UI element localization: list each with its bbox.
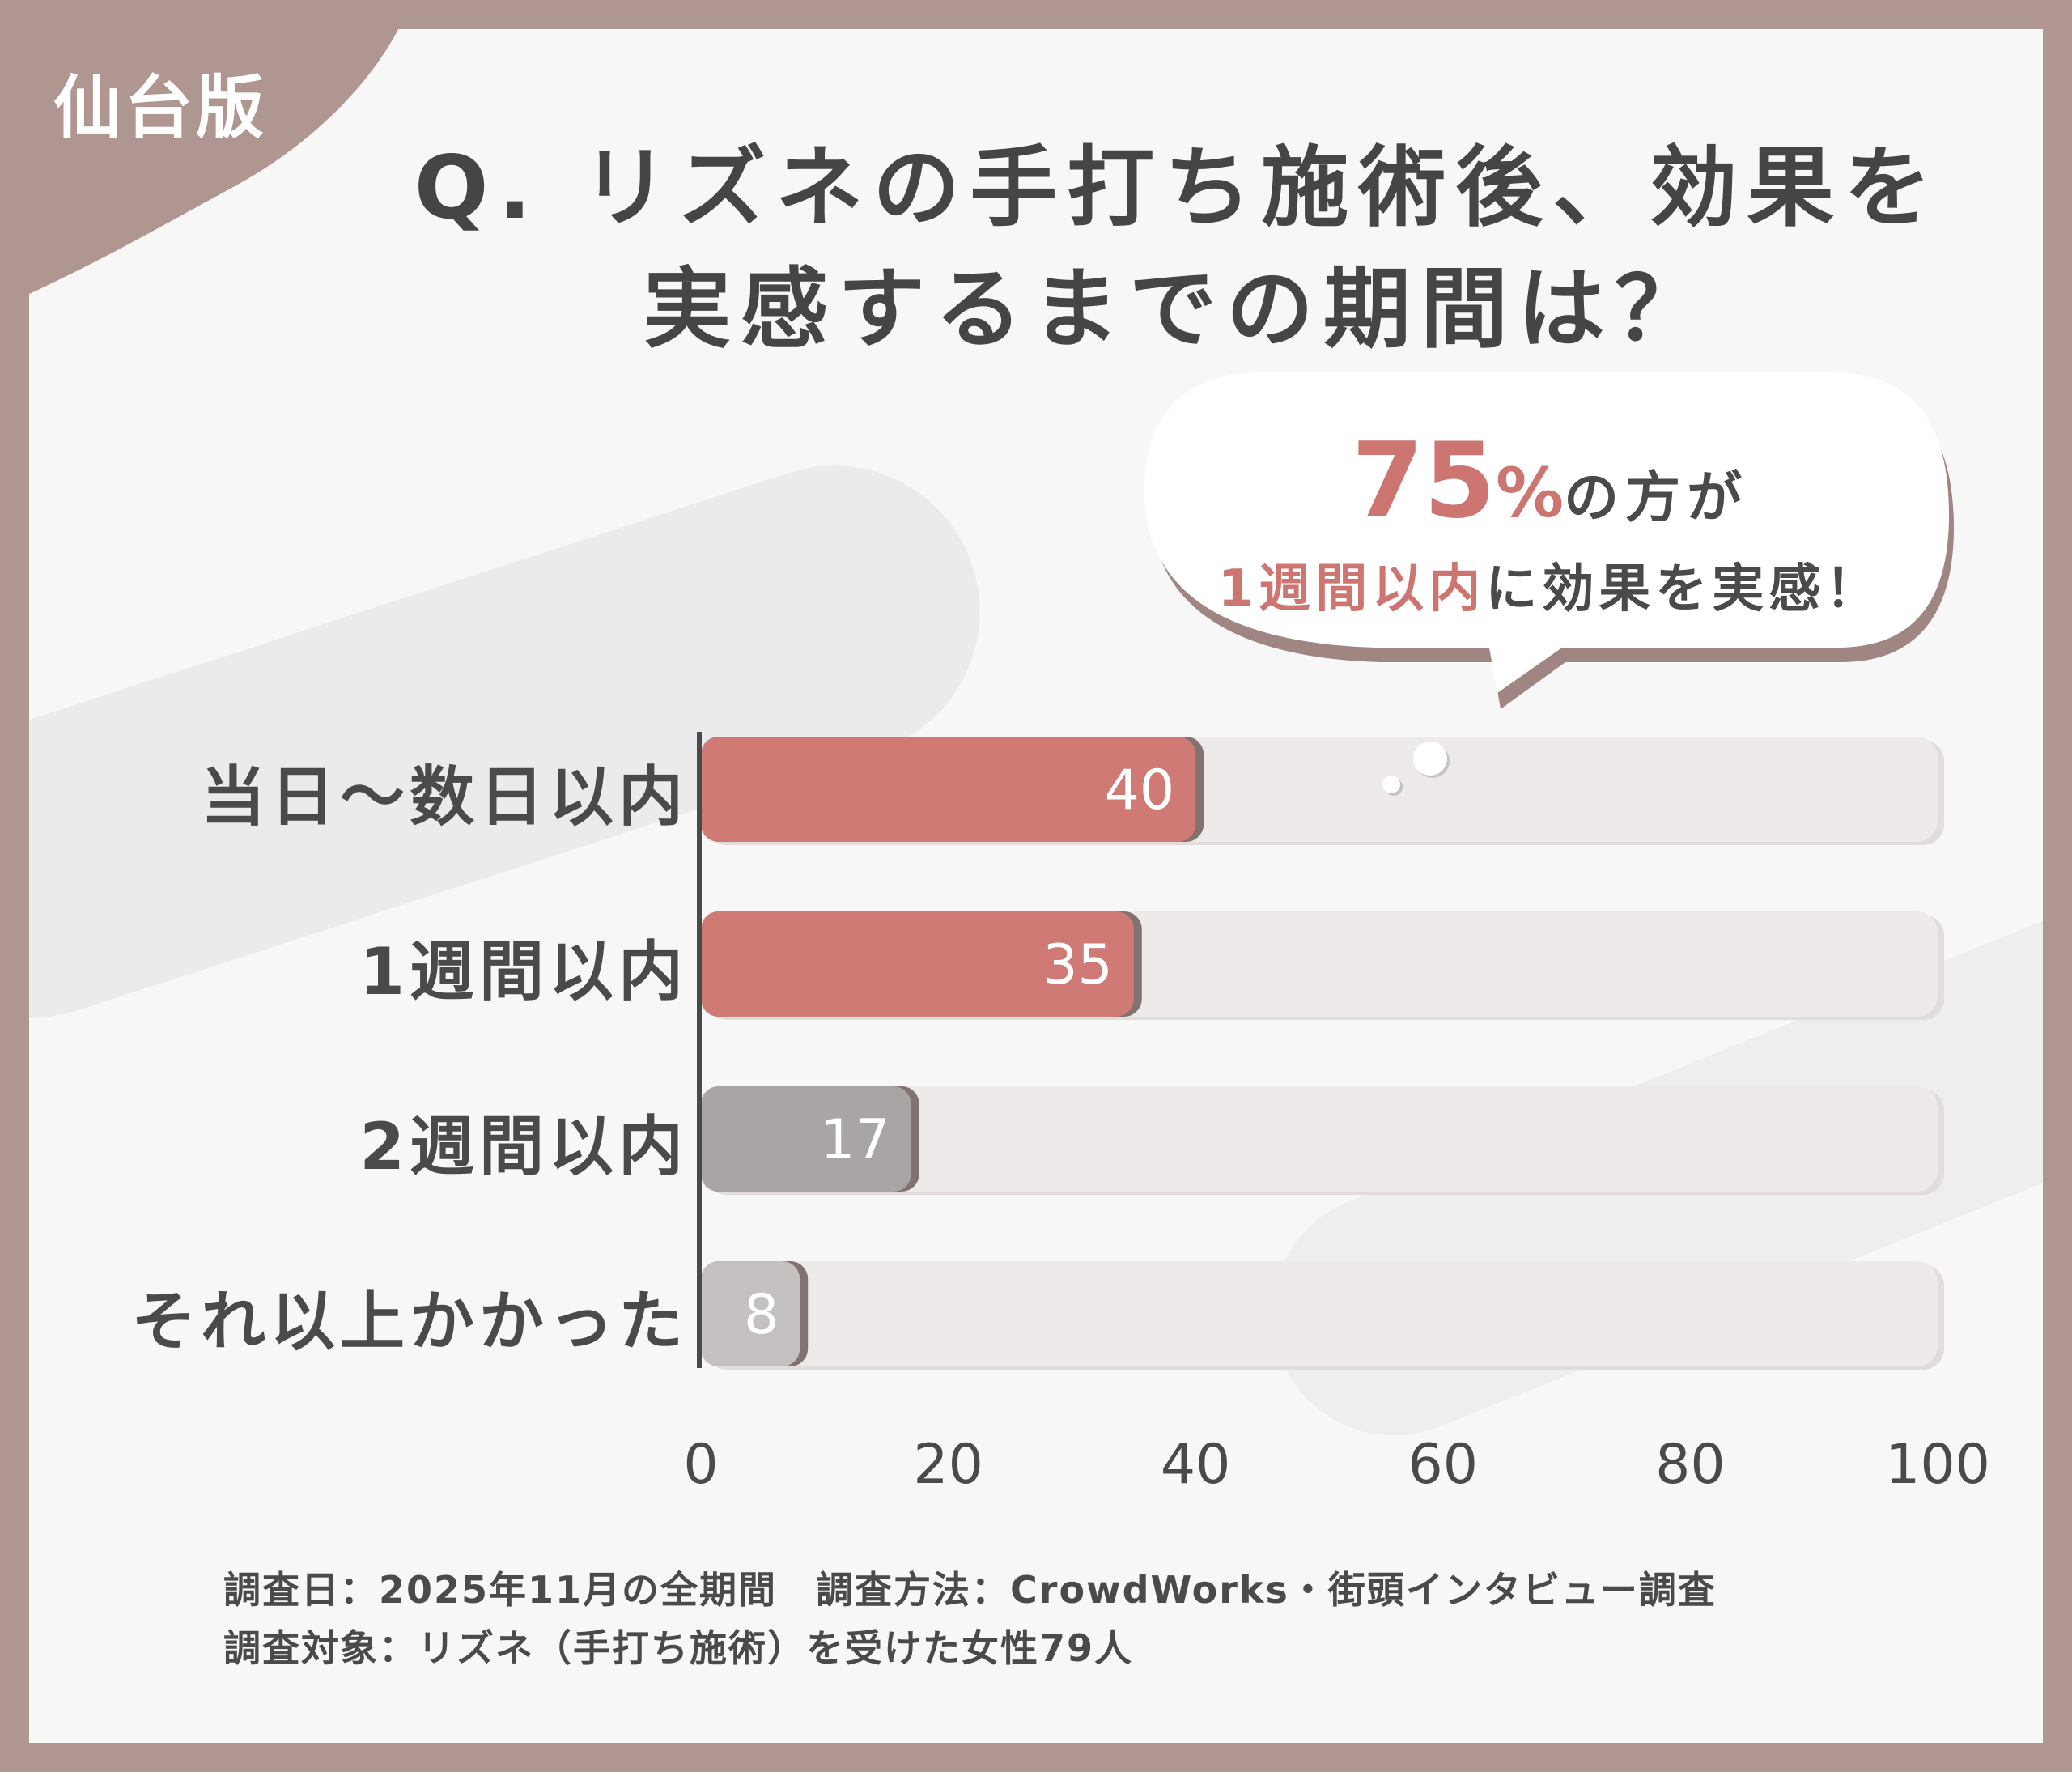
x-tick-label: 0 [683,1433,718,1497]
callout-line1-rest: の方が [1564,466,1749,530]
category-label: それ以上かかった [131,1284,688,1359]
x-tick-label: 40 [1161,1433,1231,1497]
speech-bubble: 75%の方が 1週間以内に効果を実感！ [1141,356,1959,745]
bar-track [701,1086,1938,1192]
x-tick-label: 100 [1885,1433,1990,1497]
bar [701,911,1134,1017]
category-label: 1週間以内 [359,934,688,1009]
bar-value-label: 35 [1042,933,1113,997]
bubble-dot-small [1382,776,1400,793]
question-line-2: 実感するまでの期間は？ [643,259,1712,360]
callout-line2-rest: に効果を実感！ [1485,559,1883,619]
callout-headline: 75%の方が [1141,421,1959,542]
category-label: 2週間以内 [359,1109,688,1184]
x-tick-label: 80 [1655,1433,1726,1497]
callout-percent: 75 [1351,421,1496,542]
bar-value-label: 8 [744,1283,779,1347]
speech-bubble-shape [1144,372,1954,709]
callout-subline: 1週間以内に効果を実感！ [1141,547,1959,622]
bar [701,737,1196,842]
question-title: Q. リズネの手打ち施術後、効果を 実感するまでの期間は？ [308,128,2048,371]
x-tick-label: 60 [1408,1433,1479,1497]
bar [701,1261,800,1366]
bar [701,1086,911,1192]
corner-badge-shape [0,0,411,308]
category-label: 当日〜数日以内 [201,759,688,835]
bubble-dot-large [1413,742,1447,776]
callout-percent-sign: % [1495,453,1565,533]
edition-badge: 仙台版 [53,68,268,147]
infographic-card [29,29,2043,1743]
callout-highlight: 1週間以内 [1217,559,1486,619]
x-tick-label: 20 [913,1433,983,1497]
bar-value-label: 40 [1105,759,1175,822]
survey-footnote-2: 調査対象：リズネ（手打ち施術）を受けた女性79人 [223,1626,1134,1670]
bar-value-label: 17 [820,1108,890,1172]
question-line-1: Q. リズネの手打ち施術後、効果を [414,138,1942,239]
bar-track [701,1261,1938,1366]
survey-footnote-1: 調査日：2025年11月の全期間 調査方法：CrowdWorks・街頭インタビュ… [223,1568,1717,1612]
